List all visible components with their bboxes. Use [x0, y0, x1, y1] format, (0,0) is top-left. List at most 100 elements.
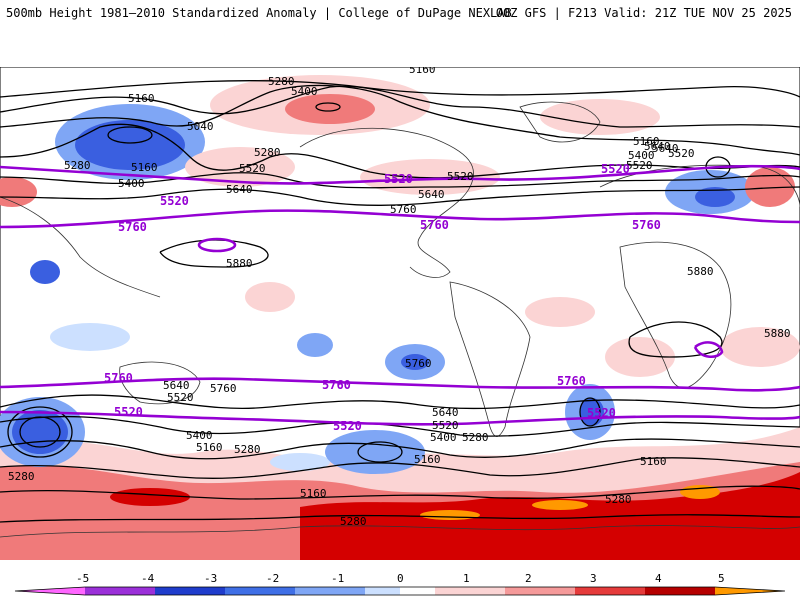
contour-label: 5400: [291, 85, 318, 98]
purple-contour-label: 5520: [114, 405, 143, 419]
contour-south-6: [0, 514, 800, 523]
contour-north-5: [0, 172, 800, 189]
trop-neg-3-core: [401, 354, 429, 370]
purple-contour-label: 5760: [104, 371, 133, 385]
cbar-tick: -1: [331, 572, 344, 585]
contour-5880-africa: [628, 321, 723, 358]
contour-label: 5280: [340, 515, 367, 528]
low-arctic: [315, 102, 341, 112]
cbar-tick: -2: [266, 572, 279, 585]
cbar-swatch-8: [505, 587, 575, 595]
contour-label: 5640: [163, 379, 190, 392]
na-pos: [360, 159, 500, 195]
cbar-outline: [14, 586, 786, 596]
contour-label: 5880: [226, 257, 253, 270]
contour-label: 5280: [64, 159, 91, 172]
south-extreme-band: [300, 472, 800, 560]
contour-label: 5400: [118, 177, 145, 190]
pacific-pos: [185, 147, 295, 187]
anomaly-map: 5160 5280 5400 5040 5160 5280 5520 5640 …: [0, 67, 800, 560]
contour-label: 5520: [626, 159, 653, 172]
low-south-mid: [357, 441, 403, 463]
purple-contour-label: 5760: [118, 220, 147, 234]
contour-label: 5280: [8, 470, 35, 483]
contour-south-4: [0, 457, 800, 479]
cbar-swatch-3: [225, 587, 295, 595]
contour-label: 5160: [640, 455, 667, 468]
purple-contour-label: 5520: [160, 194, 189, 208]
cbar-swatch-4: [295, 587, 365, 595]
cbar-tick: -3: [204, 572, 217, 585]
contour-label: 5280: [462, 431, 489, 444]
contour-label: 5280: [605, 493, 632, 506]
contour-label: 5280: [234, 443, 261, 456]
contour-label: 5520: [167, 391, 194, 404]
contour-label: 5520: [447, 170, 474, 183]
neg-hawaii-ne: [270, 453, 330, 471]
map-title: 500mb Height 1981–2010 Standardized Anom…: [6, 6, 512, 20]
cbar-tick: 0: [397, 572, 404, 585]
trop-neg-2: [297, 333, 333, 357]
contour-label: 5280: [268, 75, 295, 88]
colorbar-ticks: -5 -4 -3 -2 -1 0 1 2 3 4 5: [76, 572, 725, 585]
contour-label: 5160: [128, 92, 155, 105]
cbar-swatch-1: [85, 587, 155, 595]
east-asia-neg: [30, 260, 60, 284]
cbar-swatch-5: [365, 587, 400, 595]
contour-label: 5520: [239, 162, 266, 175]
purple-contour-label: 5520: [587, 406, 616, 420]
contour-label: 5640: [418, 188, 445, 201]
contour-label: 5400: [430, 431, 457, 444]
contour-label: 5640: [652, 142, 679, 155]
trop-pos-1: [245, 282, 295, 312]
cbar-swatch-10: [645, 587, 715, 595]
contour-label: 5280: [254, 146, 281, 159]
south-neg-mid: [325, 430, 425, 474]
cbar-tick: 1: [463, 572, 470, 585]
purple-labels: 5520 5760 5520 5760 5520 5760 5760 5760 …: [104, 162, 661, 433]
arctic-pos-inner: [285, 94, 375, 124]
contour-label: 5640: [226, 183, 253, 196]
cbar-tick: 4: [655, 572, 662, 585]
asia-pos-left: [0, 177, 37, 207]
colorbar-swatches: [14, 586, 786, 596]
contour-north-2: [0, 85, 800, 128]
orange-core-2: [532, 500, 588, 510]
contour-label: 5520: [668, 147, 695, 160]
contour-label: 5520: [432, 419, 459, 432]
contour-label: 5760: [390, 203, 417, 216]
contour-label: 5400: [186, 429, 213, 442]
contour-label: 5400: [628, 149, 655, 162]
antarctica-coast: [0, 525, 800, 538]
purple-5880-ellipse: [197, 237, 237, 253]
australia-coast: [119, 361, 201, 405]
contour-label: 5160: [409, 67, 436, 76]
south-pos-left: [110, 488, 190, 506]
purple-contour-label: 5760: [632, 218, 661, 232]
purple-africa-loop: [693, 341, 724, 358]
contour-north-6: [0, 186, 800, 206]
contour-label: 5880: [687, 265, 714, 278]
siberia-pos: [540, 99, 660, 135]
north-america-coast: [299, 127, 474, 278]
contour-label: 5160: [196, 441, 223, 454]
cbar-swatch-9: [575, 587, 645, 595]
contour-label: 5160: [633, 135, 660, 148]
contour-north-1: [0, 80, 800, 98]
cbar-tick: -4: [141, 572, 155, 585]
cbar-swatch-0: [15, 587, 85, 595]
contour-label: 5640: [432, 406, 459, 419]
black-labels: 5160 5280 5400 5040 5160 5280 5520 5640 …: [8, 67, 791, 528]
africa-coast: [619, 241, 732, 389]
cbar-tick: 3: [590, 572, 597, 585]
purple-contour-label: 5760: [420, 218, 449, 232]
contour-south-5: [0, 485, 800, 500]
contour-south-3: [0, 438, 800, 460]
contour-label: 5160: [300, 487, 327, 500]
contour-label: 5760: [210, 382, 237, 395]
purple-contour-label: 5760: [557, 374, 586, 388]
cbar-tick: -5: [76, 572, 89, 585]
contour-label: 5640: [644, 140, 671, 153]
purple-5760-north: [0, 209, 800, 229]
cbar-swatch-6: [400, 587, 435, 595]
